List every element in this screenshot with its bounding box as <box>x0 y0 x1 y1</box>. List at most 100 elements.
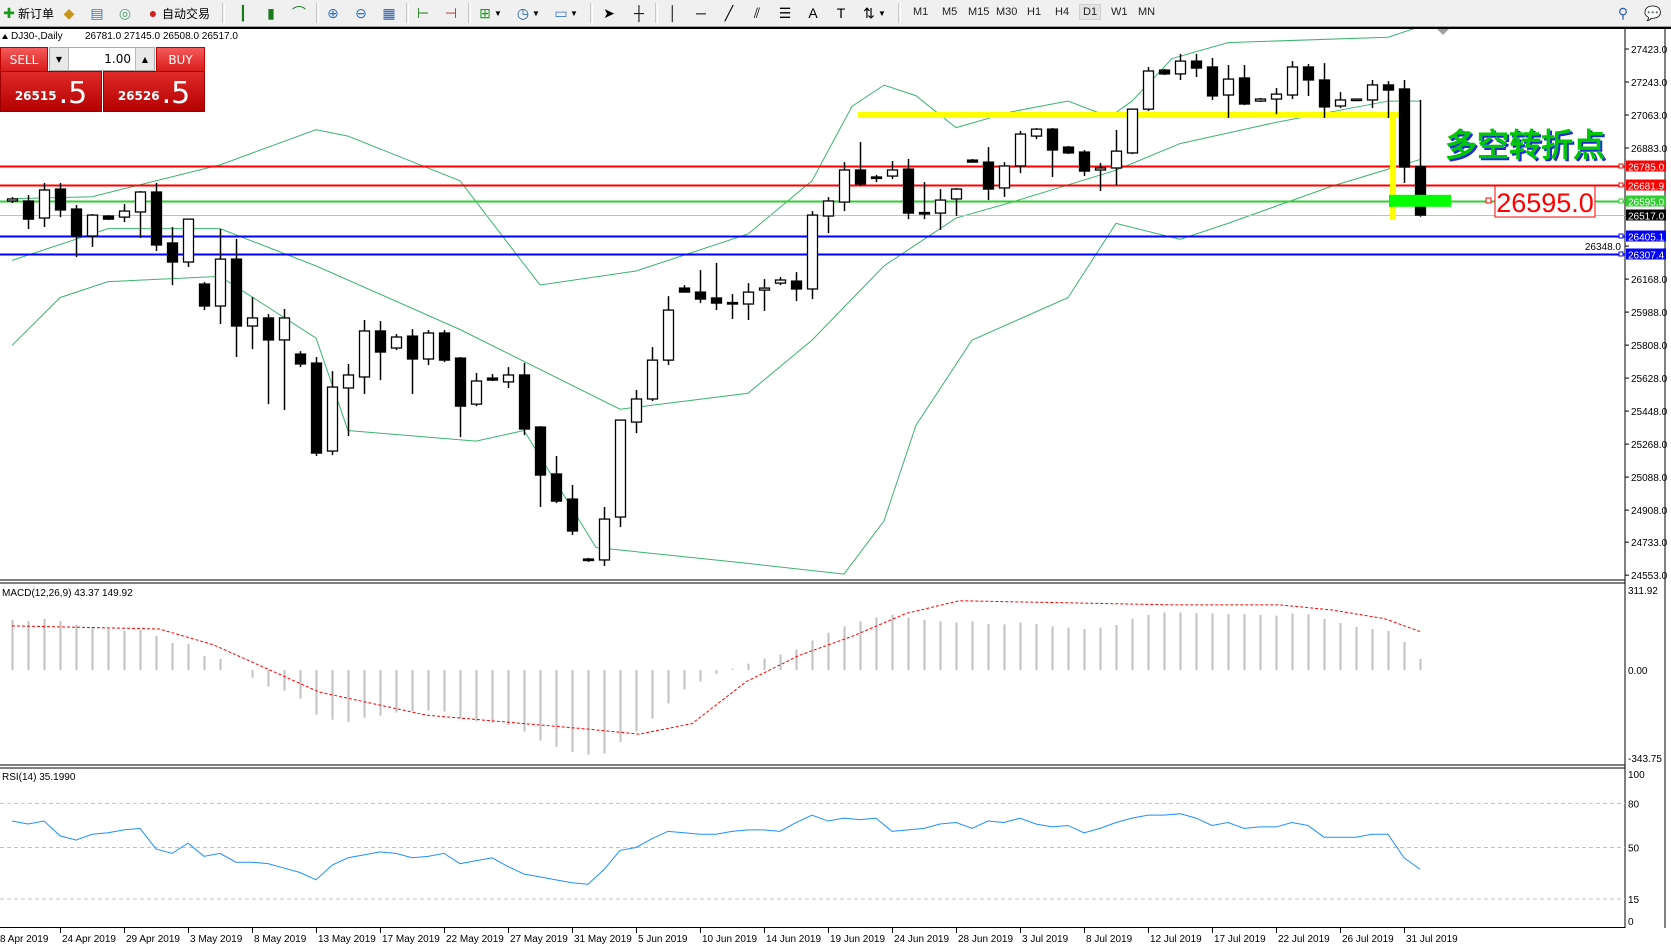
timeframe-d1[interactable]: D1 <box>1079 4 1102 20</box>
timeframe-h4[interactable]: H4 <box>1055 6 1070 18</box>
crosshair-button[interactable]: ┼ <box>630 3 648 23</box>
candle <box>102 215 115 221</box>
candle-body-down <box>1206 66 1219 97</box>
cursor-button[interactable]: ➤ <box>600 3 618 23</box>
buy-button[interactable]: BUY <box>156 47 205 72</box>
candle-body-down <box>230 258 243 327</box>
fibonacci-button[interactable]: ☰ <box>776 3 794 23</box>
collapse-triangle-icon[interactable] <box>2 34 8 39</box>
macd-tick-label: -343.75 <box>1628 754 1662 765</box>
indicators-icon: ⊞ <box>479 5 491 21</box>
zoom-out-button[interactable]: ⊖ <box>352 3 370 23</box>
candle-body-down <box>294 353 307 365</box>
vertical-line-button[interactable]: │ <box>664 3 682 23</box>
lot-size-input[interactable]: 1.00 <box>104 52 131 66</box>
symbol-period: DJ30-,Daily <box>11 31 63 42</box>
candle-body-down <box>678 287 691 293</box>
candle <box>1158 68 1171 76</box>
timeframe-h1[interactable]: H1 <box>1027 6 1042 18</box>
crosshair-icon: ┼ <box>634 5 644 21</box>
text-label-button[interactable]: T <box>832 3 850 23</box>
trendline-icon: ╱ <box>724 5 734 21</box>
sell-price-button[interactable]: 26515 .5 <box>0 71 102 112</box>
tile-windows-button[interactable]: ▦ <box>380 3 398 23</box>
sell-price-main: 26515 <box>14 89 57 103</box>
search-button[interactable]: ⚲ <box>1614 3 1632 23</box>
candle <box>1318 63 1331 118</box>
price-tick-label: 25088.0 <box>1631 473 1668 484</box>
zoom-in-button[interactable]: ⊕ <box>324 3 342 23</box>
lot-increase-icon[interactable]: ▲ <box>135 48 154 70</box>
sell-button[interactable]: SELL <box>0 47 48 72</box>
buy-price-button[interactable]: 26526 .5 <box>103 71 205 112</box>
timeframe-m1[interactable]: M1 <box>913 6 929 18</box>
candle <box>1270 88 1283 115</box>
lot-decrease-icon[interactable]: ▼ <box>50 48 69 70</box>
signals-button[interactable]: ◎ <box>116 3 134 23</box>
candlestick-button[interactable]: ▮ <box>262 3 280 23</box>
sell-price-fraction: .5 <box>58 76 88 111</box>
bar-chart-button[interactable]: ┃ <box>234 3 252 23</box>
auto-trading-button[interactable]: ● 自动交易 <box>144 3 210 23</box>
lot-size-stepper[interactable]: ▼ 1.00 ▲ <box>49 47 155 71</box>
green-support-block[interactable] <box>1389 194 1451 207</box>
trendline-button[interactable]: ╱ <box>720 3 738 23</box>
timeframe-m5[interactable]: M5 <box>942 6 958 18</box>
candle <box>406 329 419 395</box>
autoscroll-button[interactable]: ⊣ <box>442 3 460 23</box>
templates-button[interactable]: ▭ ▼ <box>552 3 578 23</box>
price-label-box[interactable] <box>1494 185 1596 218</box>
time-tick-label: 8 Jul 2019 <box>1086 934 1133 945</box>
horizontal-line-button[interactable]: ─ <box>692 3 710 23</box>
time-tick-label: 8 May 2019 <box>254 934 307 945</box>
equidistant-channel-button[interactable]: ⫽ <box>748 3 766 23</box>
text-button[interactable]: A <box>804 3 822 23</box>
candle-body-up <box>182 218 195 263</box>
chat-button[interactable]: 💬 <box>1644 3 1662 23</box>
candle-body-up <box>422 332 435 360</box>
time-tick-label: 3 May 2019 <box>190 934 243 945</box>
level-price-tag <box>1626 160 1666 172</box>
candle-body-down <box>1046 128 1059 151</box>
new-order-button[interactable]: ✚ 新订单 <box>0 3 54 23</box>
timeframe-m15[interactable]: M15 <box>968 6 990 18</box>
candle <box>262 314 275 405</box>
auto-trading-label: 自动交易 <box>162 6 211 21</box>
time-tick-label: 12 Jul 2019 <box>1150 934 1202 945</box>
candle-body-up <box>86 214 99 237</box>
candle <box>278 308 291 410</box>
candle <box>1302 64 1315 96</box>
indicators-button[interactable]: ⊞ ▼ <box>476 3 502 23</box>
level-handle[interactable] <box>1618 182 1624 188</box>
candle <box>1014 130 1027 174</box>
market-watch-button[interactable]: ◆ <box>60 3 78 23</box>
level-handle[interactable] <box>1618 251 1624 257</box>
line-chart-button[interactable]: ⌒ <box>290 3 308 23</box>
candle-body-up <box>886 169 899 177</box>
chart-shift-marker[interactable] <box>1437 29 1449 35</box>
candle-body-down <box>150 191 163 246</box>
annotation-text[interactable]: 多空转折点 <box>1445 127 1605 163</box>
candle-body-down <box>310 362 323 454</box>
candle-body-up <box>774 279 787 284</box>
candle <box>838 162 851 212</box>
buy-price-fraction: .5 <box>161 76 191 111</box>
candle <box>1334 92 1347 109</box>
level-handle[interactable] <box>1618 198 1624 204</box>
level-handle[interactable] <box>1618 163 1624 169</box>
arrows-button[interactable]: ⇅ ▼ <box>860 3 886 23</box>
timeframe-mn[interactable]: MN <box>1138 6 1156 18</box>
candle <box>118 204 131 223</box>
chart-shift-button[interactable]: ⊢ <box>414 3 432 23</box>
candle-body-up <box>1254 98 1267 102</box>
level-handle[interactable] <box>1618 233 1624 239</box>
timeframe-w1[interactable]: W1 <box>1111 6 1128 18</box>
timeframe-m30[interactable]: M30 <box>996 6 1018 18</box>
candle-body-up <box>838 169 851 203</box>
candle <box>1286 61 1299 100</box>
price-label-anchor[interactable] <box>1485 197 1492 204</box>
navigator-button[interactable]: ▤ <box>88 3 106 23</box>
candle <box>246 297 259 350</box>
periods-button[interactable]: ◷ ▼ <box>514 3 540 23</box>
